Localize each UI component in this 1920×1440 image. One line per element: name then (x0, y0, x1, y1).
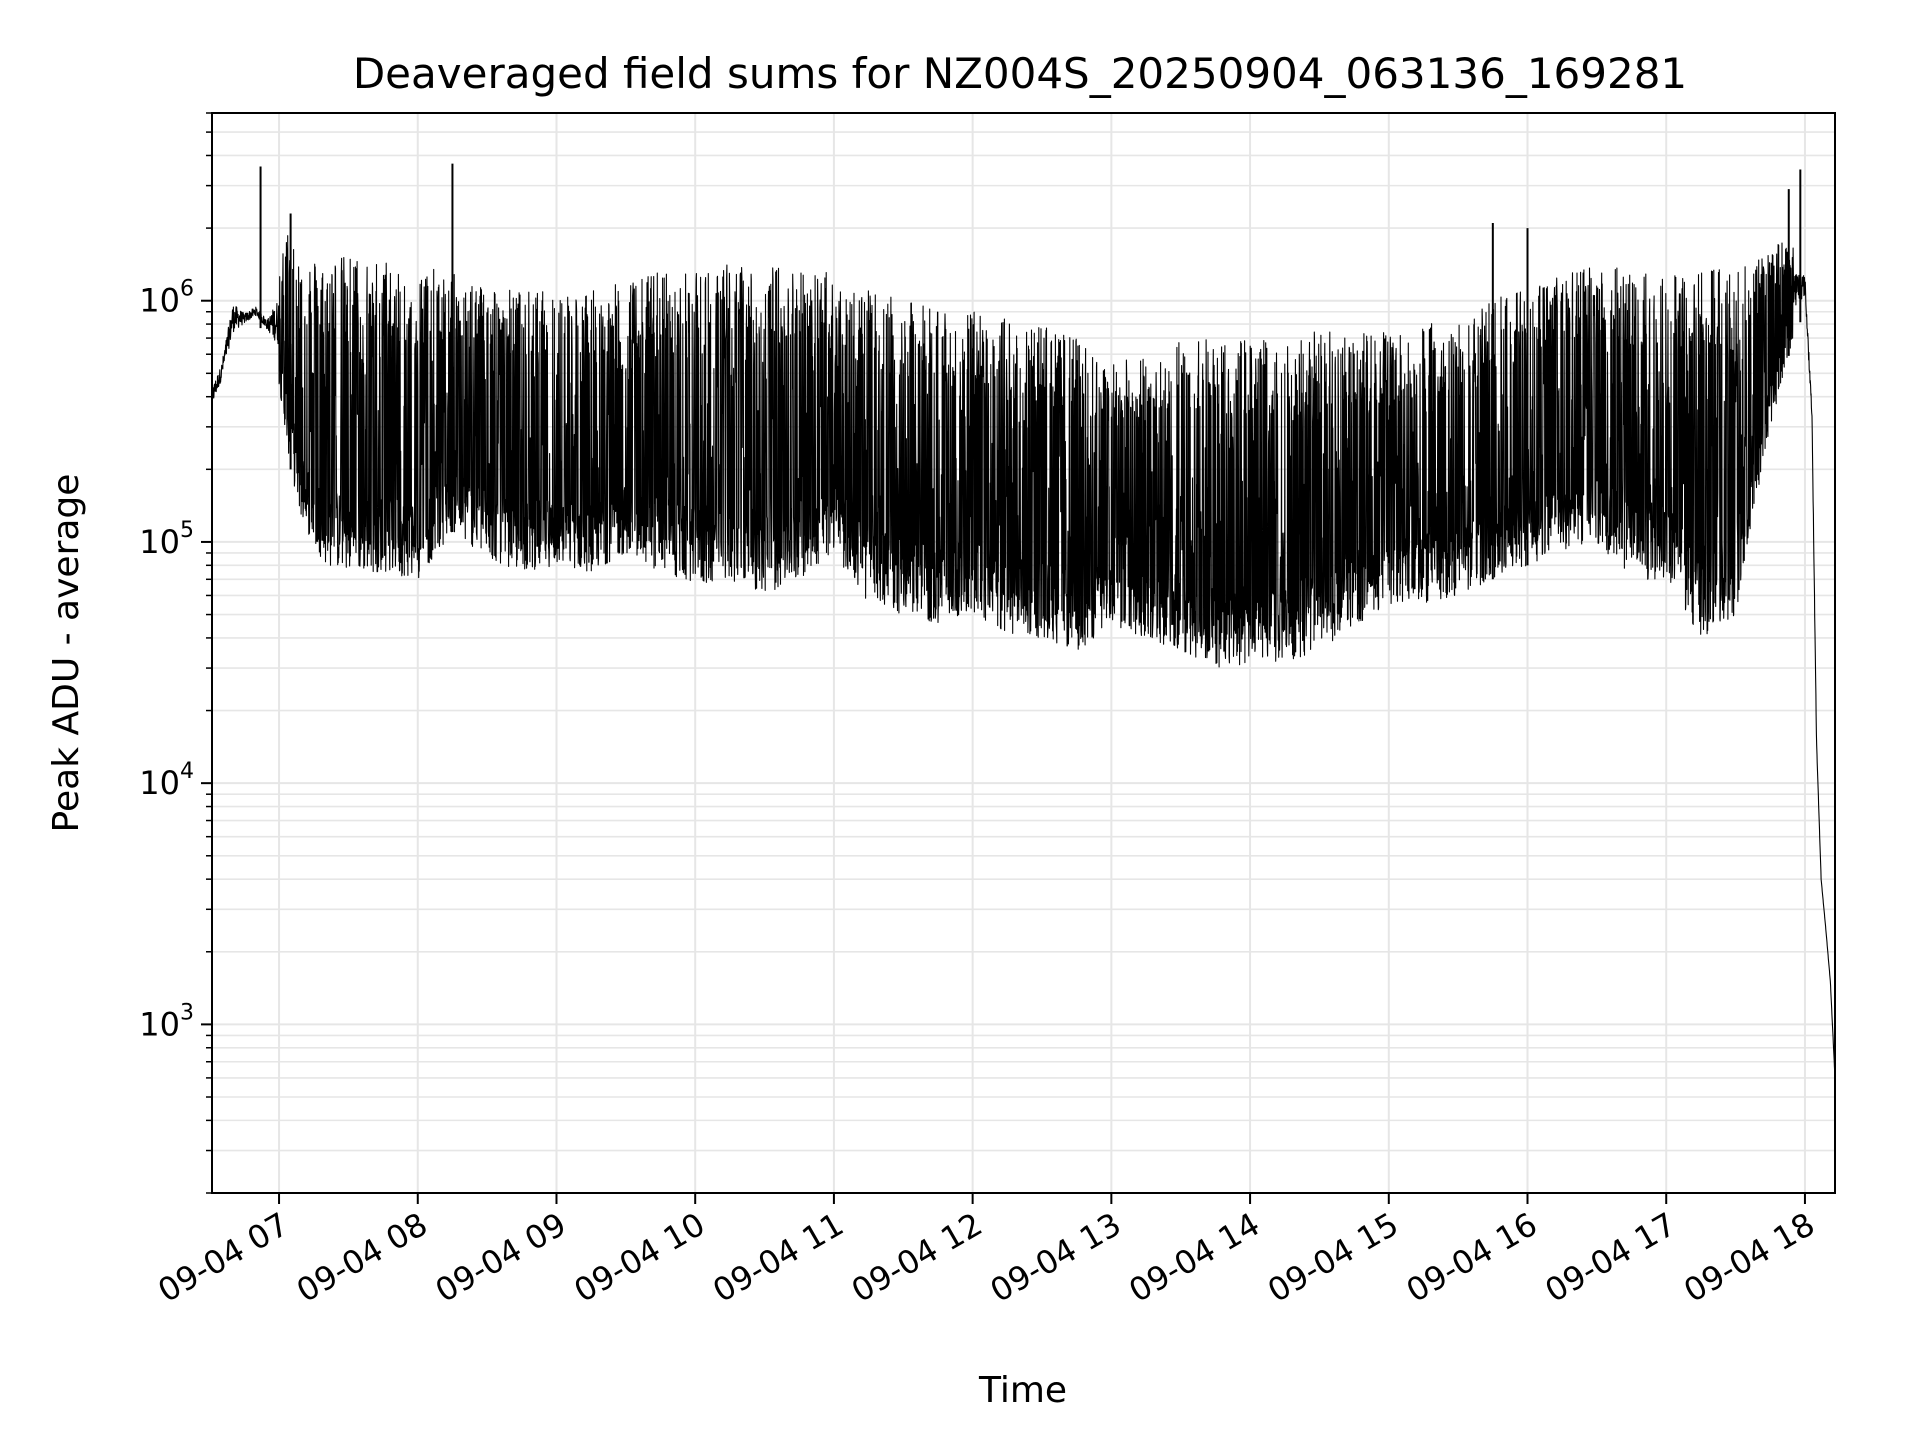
y-tick-label: 105 (139, 518, 194, 561)
x-axis-label: Time (978, 1370, 1067, 1411)
y-tick-label: 104 (139, 759, 194, 802)
y-tick-label: 106 (139, 277, 194, 320)
y-tick-label: 103 (139, 1000, 194, 1043)
x-tick-label: 09-04 17 (1539, 1205, 1683, 1310)
plot-line (211, 163, 1836, 1078)
x-tick-label: 09-04 13 (984, 1205, 1128, 1310)
plot-frame (211, 112, 1836, 1194)
chart-title: Deaveraged field sums for NZ004S_2025090… (353, 49, 1687, 98)
x-tick-label: 09-04 08 (290, 1205, 434, 1310)
x-tick-label: 09-04 16 (1400, 1205, 1544, 1310)
y-axis: 103 104 105 106 (139, 112, 212, 1194)
grid-lines (212, 112, 1835, 1194)
x-tick-label: 09-04 15 (1261, 1205, 1405, 1310)
x-tick-label: 09-04 18 (1677, 1205, 1821, 1310)
x-tick-label: 09-04 12 (845, 1205, 989, 1310)
x-tick-label: 09-04 14 (1122, 1205, 1266, 1310)
x-tick-label: 09-04 10 (568, 1205, 712, 1310)
x-tick-label: 09-04 11 (706, 1205, 850, 1310)
series-line (211, 235, 1836, 1078)
y-axis-label: Peak ADU - average (46, 474, 87, 833)
x-tick-label: 09-04 09 (429, 1205, 573, 1310)
x-tick-label: 09-04 07 (151, 1205, 295, 1310)
